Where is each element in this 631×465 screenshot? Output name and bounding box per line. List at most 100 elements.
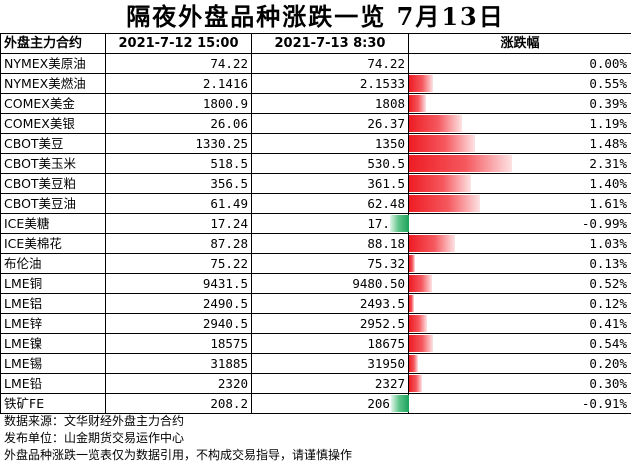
table-row: ICE美棉花 87.28 88.18 1.03% (0, 233, 631, 254)
change-bar-up (409, 75, 434, 92)
footnotes: 数据来源：文华财经外盘主力合约 发布单位：山金期货交易运作中心 外盘品种涨跌一览… (4, 413, 628, 464)
prev-price: 518.5 (105, 153, 252, 174)
prev-price: 2.1416 (105, 73, 252, 94)
change-cell: 2.31% (408, 153, 631, 174)
table-row: LME镍 18575 18675 0.54% (0, 333, 631, 354)
change-bar-up (409, 115, 462, 132)
change-bar-up (409, 275, 433, 292)
change-percent: 0.54% (589, 336, 627, 351)
table-row: CBOT美玉米 518.5 530.5 2.31% (0, 153, 631, 174)
table-row: LME铅 2320 2327 0.30% (0, 373, 631, 394)
change-bar-up (409, 95, 427, 112)
table-row: NYMEX美原油 74.22 74.22 0.00% (0, 53, 631, 74)
contract-name: CBOT美玉米 (0, 153, 106, 174)
change-percent: 1.19% (589, 116, 627, 131)
contract-name: 铁矿FE (0, 393, 106, 414)
change-bar-up (409, 255, 415, 272)
prev-price: 9431.5 (105, 273, 252, 294)
price-change-table: 外盘主力合约 2021-7-12 15:00 2021-7-13 8:30 涨跌… (0, 33, 631, 414)
change-percent: 0.20% (589, 356, 627, 371)
change-cell: 0.00% (408, 53, 631, 74)
contract-name: LME锡 (0, 353, 106, 374)
change-bar-down (389, 215, 409, 232)
change-cell: -0.91% (391, 393, 631, 414)
change-percent: 0.12% (589, 296, 627, 311)
change-cell: 1.19% (408, 113, 631, 134)
curr-price: 1350 (251, 133, 409, 154)
contract-name: LME镍 (0, 333, 106, 354)
table-row: ICE美糖 17.24 17.07 -0.99% (0, 213, 631, 234)
change-cell: 1.48% (408, 133, 631, 154)
change-bar-up (409, 375, 423, 392)
change-percent: 2.31% (589, 156, 627, 171)
change-bar-up (409, 155, 512, 172)
change-cell: 1.03% (408, 233, 631, 254)
curr-price: 74.22 (251, 53, 409, 74)
change-percent: 0.39% (589, 96, 627, 111)
change-percent: 0.52% (589, 276, 627, 291)
change-cell: 0.30% (408, 373, 631, 394)
table-row: 布伦油 75.22 75.32 0.13% (0, 253, 631, 274)
table-row: CBOT美豆粕 356.5 361.5 1.40% (0, 173, 631, 194)
contract-name: LME铝 (0, 293, 106, 314)
change-bar-up (409, 175, 472, 192)
contract-name: 布伦油 (0, 253, 106, 274)
change-percent: 1.61% (589, 196, 627, 211)
table-row: 铁矿FE 208.2 206.3 -0.91% (0, 393, 631, 414)
table-row: COMEX美银 26.06 26.37 1.19% (0, 113, 631, 134)
change-percent: 0.41% (589, 316, 627, 331)
contract-name: COMEX美金 (0, 93, 106, 114)
header-change: 涨跌幅 (408, 33, 631, 54)
table-row: CBOT美豆油 61.49 62.48 1.61% (0, 193, 631, 214)
note-disclaimer: 外盘品种涨跌一览表仅为数据引用，不构成交易指导，请谨慎操作 (4, 448, 353, 462)
prev-price: 208.2 (105, 393, 252, 414)
prev-price: 1330.25 (105, 133, 252, 154)
change-cell: 0.13% (408, 253, 631, 274)
note-publisher: 发布单位：山金期货交易运作中心 (4, 431, 185, 445)
prev-price: 1800.9 (105, 93, 252, 114)
change-cell: 1.61% (408, 193, 631, 214)
curr-price: 1808 (251, 93, 409, 114)
prev-price: 18575 (105, 333, 252, 354)
table-row: COMEX美金 1800.9 1808 0.39% (0, 93, 631, 114)
change-cell: 0.20% (408, 353, 631, 374)
change-percent: 1.03% (589, 236, 627, 251)
contract-name: ICE美棉花 (0, 233, 106, 254)
prev-price: 31885 (105, 353, 252, 374)
change-cell: 0.12% (408, 293, 631, 314)
change-percent: 0.00% (589, 56, 627, 71)
change-cell: 1.40% (408, 173, 631, 194)
change-cell: -0.99% (389, 213, 631, 234)
table-row: LME锌 2940.5 2952.5 0.41% (0, 313, 631, 334)
change-percent: -0.99% (581, 216, 627, 231)
change-cell: 0.39% (408, 93, 631, 114)
change-cell: 0.54% (408, 333, 631, 354)
change-bar-up (409, 335, 433, 352)
header-curr-time: 2021-7-13 8:30 (251, 33, 409, 54)
header-contract: 外盘主力合约 (0, 33, 106, 54)
contract-name: NYMEX美原油 (0, 53, 106, 74)
change-bar-up (409, 315, 428, 332)
contract-name: NYMEX美燃油 (0, 73, 106, 94)
prev-price: 2320 (105, 373, 252, 394)
change-cell: 0.41% (408, 313, 631, 334)
change-percent: 0.30% (589, 376, 627, 391)
prev-price: 74.22 (105, 53, 252, 74)
contract-name: LME铅 (0, 373, 106, 394)
curr-price: 18675 (251, 333, 409, 354)
curr-price: 2493.5 (251, 293, 409, 314)
contract-name: CBOT美豆 (0, 133, 106, 154)
contract-name: ICE美糖 (0, 213, 106, 234)
curr-price: 2327 (251, 373, 409, 394)
change-percent: -0.91% (581, 396, 627, 411)
change-bar-up (409, 295, 415, 312)
table-row: NYMEX美燃油 2.1416 2.1533 0.55% (0, 73, 631, 94)
page-title: 隔夜外盘品种涨跌一览 7月13日 (126, 2, 505, 31)
prev-price: 356.5 (105, 173, 252, 194)
contract-name: CBOT美豆油 (0, 193, 106, 214)
table-body: NYMEX美原油 74.22 74.22 0.00% NYMEX美燃油 2.1416 2.1… (0, 53, 631, 414)
curr-price: 75.32 (251, 253, 409, 274)
curr-price: 361.5 (251, 173, 409, 194)
table-row: LME铜 9431.5 9480.50 0.52% (0, 273, 631, 294)
